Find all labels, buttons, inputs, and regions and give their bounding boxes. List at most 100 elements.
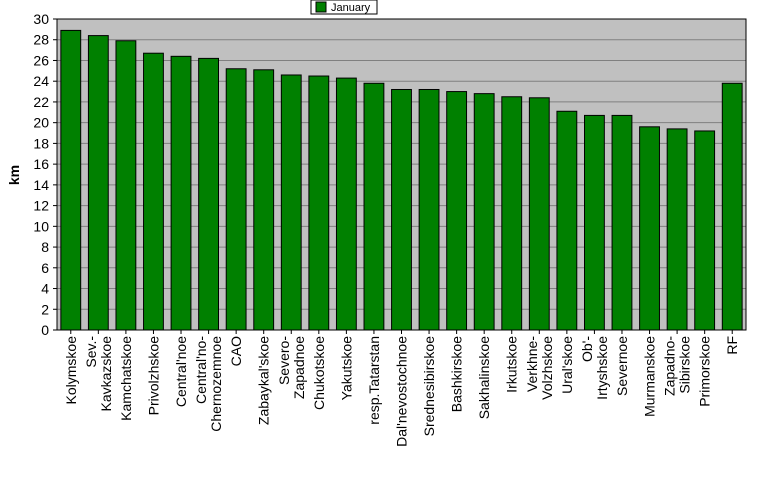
- bar: [584, 114, 605, 331]
- y-tick-label: 10: [33, 218, 49, 234]
- x-tick-label: Sakhalinskoe: [476, 336, 492, 419]
- x-tick-label: Sev.- Kavkazskoe: [83, 336, 114, 412]
- bar: [611, 114, 633, 331]
- y-tick-label: 6: [41, 260, 49, 276]
- x-tick-label-line: Ob'-: [579, 336, 595, 362]
- x-tick-label-line: RF: [724, 336, 740, 355]
- x-tick-label: Dal'nevostochnoe: [394, 336, 410, 447]
- x-tick-label: Primorskoe: [697, 336, 713, 407]
- bar: [198, 57, 220, 331]
- x-tick-label-line: Sibirskoe: [677, 336, 693, 394]
- x-tick-label-line: Ural'skoe: [559, 336, 575, 394]
- x-tick-label: Bashkirskoe: [449, 336, 465, 412]
- x-tick-label-line: Murmanskoe: [642, 336, 658, 417]
- x-tick-label: Privolzhskoe: [145, 336, 161, 416]
- y-tick-label: 8: [41, 239, 49, 255]
- bar: [528, 97, 550, 331]
- x-tick-label: Kamchatskoe: [118, 336, 134, 421]
- bar: [418, 88, 440, 331]
- x-tick-label: Ob'- Irtyshskoe: [579, 336, 610, 400]
- x-tick-label: Ural'skoe: [559, 336, 575, 394]
- x-tick-label-line: Severo-: [276, 336, 292, 385]
- x-tick-label: Central'no- Chernozemnoe: [193, 336, 224, 432]
- y-tick-label: 24: [33, 73, 49, 89]
- y-tick-label: 30: [33, 11, 49, 27]
- legend: January: [310, 0, 378, 15]
- x-tick-label: Zabaykal'skoe: [256, 336, 272, 425]
- x-tick-label-line: Irtyshskoe: [594, 336, 610, 400]
- bar: [280, 74, 302, 331]
- x-tick-label-line: Kamchatskoe: [118, 336, 134, 421]
- x-tick-label-line: Central'noe: [173, 336, 189, 407]
- x-tick-label-line: Privolzhskoe: [145, 336, 161, 416]
- bar: [501, 96, 523, 331]
- x-tick-label: Severo- Zapadnoe: [276, 336, 307, 399]
- x-tick-label: Severnoe: [614, 336, 630, 396]
- x-tick-label-line: Kavkazskoe: [98, 336, 114, 412]
- bar: [170, 55, 192, 331]
- bar: [721, 82, 743, 331]
- y-tick-label: 4: [41, 281, 49, 297]
- bar: [60, 29, 82, 331]
- y-tick-label: 26: [33, 52, 49, 68]
- x-tick-label-line: Zapadno-: [662, 336, 678, 396]
- x-tick-label: CAO: [228, 336, 244, 366]
- x-tick-label-line: Chernozemnoe: [208, 336, 224, 432]
- x-tick-label: Central'noe: [173, 336, 189, 407]
- x-tick-label: Murmanskoe: [642, 336, 658, 417]
- x-tick-label-line: Srednesibirskoe: [421, 336, 437, 437]
- x-tick-label-line: Sakhalinskoe: [476, 336, 492, 419]
- x-tick-label-line: Central'no-: [193, 336, 209, 404]
- y-tick-label: 28: [33, 32, 49, 48]
- x-tick-label-line: CAO: [228, 336, 244, 366]
- bar: [473, 93, 495, 331]
- x-tick-label: Zapadno- Sibirskoe: [662, 336, 693, 396]
- x-tick-label-line: Volzhskoe: [539, 336, 555, 400]
- x-tick-label-line: Primorskoe: [697, 336, 713, 407]
- bar: [556, 110, 578, 331]
- y-tick-label: 2: [41, 301, 49, 317]
- bar: [143, 52, 164, 331]
- x-tick-label-line: Kolymskoe: [63, 336, 79, 405]
- x-tick-label-line: resp.Tatarstan: [366, 336, 382, 425]
- x-tick-label-line: Irkutskoe: [504, 336, 520, 393]
- y-tick-label: 20: [33, 115, 49, 131]
- bar: [253, 69, 275, 331]
- x-tick-label-line: Sev.-: [83, 336, 99, 368]
- y-tick-label: 18: [33, 135, 49, 151]
- x-tick-label-line: Bashkirskoe: [449, 336, 465, 412]
- x-tick-label: Verkhne- Volzhskoe: [524, 336, 555, 400]
- y-tick-label: 12: [33, 198, 49, 214]
- bar: [694, 130, 716, 331]
- bar: [225, 68, 247, 331]
- y-axis-title: km: [6, 165, 22, 185]
- x-tick-label-line: Zabaykal'skoe: [256, 336, 272, 425]
- bar: [446, 91, 468, 331]
- bar: [308, 75, 330, 331]
- x-tick-label-line: Zapadnoe: [291, 336, 307, 399]
- x-tick-label: Chukotskoe: [311, 336, 327, 410]
- legend-label: January: [331, 2, 371, 14]
- y-tick-label: 14: [33, 177, 49, 193]
- x-tick-label: Kolymskoe: [63, 336, 79, 405]
- y-tick-label: 16: [33, 156, 49, 172]
- legend-swatch: [315, 1, 327, 13]
- x-tick-label: Yakutskoe: [338, 336, 354, 401]
- legend-box: [310, 0, 378, 15]
- x-tick-label-line: Yakutskoe: [338, 336, 354, 401]
- x-tick-label: resp.Tatarstan: [366, 336, 382, 425]
- bar: [363, 82, 385, 331]
- bar: [87, 35, 109, 331]
- x-tick-label-line: Chukotskoe: [311, 336, 327, 410]
- x-tick-label-line: Verkhne-: [524, 336, 540, 392]
- x-tick-label-line: Dal'nevostochnoe: [394, 336, 410, 447]
- bar: [639, 126, 660, 331]
- bar: [391, 88, 412, 331]
- x-tick-label: Srednesibirskoe: [421, 336, 437, 437]
- y-tick-label: 22: [33, 94, 49, 110]
- x-tick-label: Irkutskoe: [504, 336, 520, 393]
- x-tick-label-line: Severnoe: [614, 336, 630, 396]
